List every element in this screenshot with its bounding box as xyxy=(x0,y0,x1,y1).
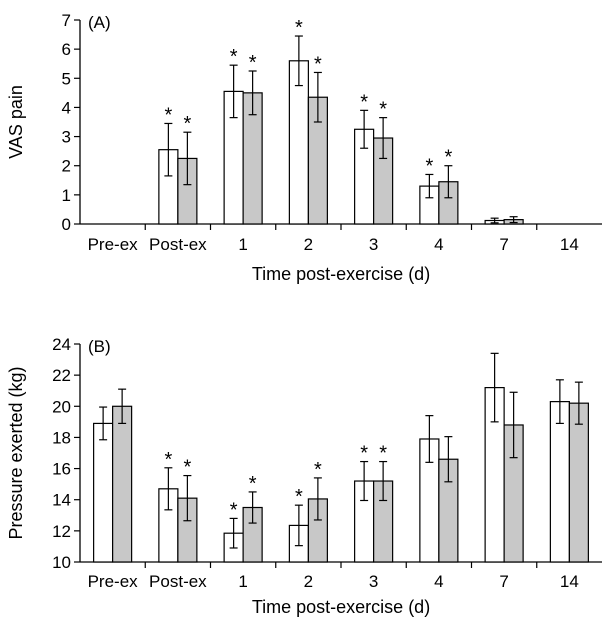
y-tick-label: 24 xyxy=(52,335,71,354)
significance-marker: * xyxy=(314,459,322,481)
x-tick-label: 1 xyxy=(238,235,247,254)
y-tick-label: 0 xyxy=(62,215,71,234)
bar-series-1 xyxy=(93,422,114,563)
x-tick-label: Post-ex xyxy=(149,235,207,254)
y-axis-title: Pressure exerted (kg) xyxy=(6,366,26,539)
y-tick-label: 16 xyxy=(52,460,71,479)
significance-marker: * xyxy=(230,499,238,521)
y-tick-label: 1 xyxy=(62,186,71,205)
y-tick-label: 22 xyxy=(52,366,71,385)
bar-series-2 xyxy=(568,402,589,563)
x-tick-label: Pre-ex xyxy=(88,235,139,254)
significance-marker: * xyxy=(164,104,172,126)
significance-marker: * xyxy=(249,52,257,74)
chart-panel-a: 0 1 2 3 4 5 6 7 Pre-ex Post-ex 1 2 3 4 7 14 * * * * * * * * * * Ti… xyxy=(6,11,602,284)
x-tick-label: 4 xyxy=(434,235,443,254)
y-tick-label: 10 xyxy=(52,553,71,572)
significance-marker: * xyxy=(379,99,387,121)
x-tick-label: 1 xyxy=(238,572,247,591)
y-tick-label: 6 xyxy=(62,40,71,59)
y-tick-label: 5 xyxy=(62,69,71,88)
x-tick-label: 2 xyxy=(304,572,313,591)
significance-marker: * xyxy=(314,53,322,75)
y-tick-label: 4 xyxy=(62,98,71,117)
x-tick-label: 14 xyxy=(560,235,579,254)
significance-marker: * xyxy=(295,486,303,508)
significance-marker: * xyxy=(230,46,238,68)
significance-marker: * xyxy=(183,113,191,135)
significance-marker: * xyxy=(360,443,368,465)
significance-marker: * xyxy=(444,147,452,169)
significance-marker: * xyxy=(360,91,368,113)
bar-series-1 xyxy=(549,401,570,563)
x-axis-title: Time post-exercise (d) xyxy=(252,597,430,617)
y-tick-label: 3 xyxy=(62,128,71,147)
significance-marker: * xyxy=(249,473,257,495)
x-tick-label: 3 xyxy=(369,572,378,591)
significance-marker: * xyxy=(164,449,172,471)
y-tick-label: 2 xyxy=(62,157,71,176)
x-tick-label: 14 xyxy=(560,572,579,591)
y-tick-label: 14 xyxy=(52,491,71,510)
x-tick-label: 3 xyxy=(369,235,378,254)
significance-marker: * xyxy=(425,155,433,177)
significance-marker: * xyxy=(379,443,387,465)
x-tick-label: 7 xyxy=(499,572,508,591)
x-tick-label: 4 xyxy=(434,572,443,591)
x-tick-label: Post-ex xyxy=(149,572,207,591)
bar-series-2 xyxy=(112,405,133,563)
x-axis-title: Time post-exercise (d) xyxy=(252,264,430,284)
x-tick-label: 2 xyxy=(304,235,313,254)
significance-marker: * xyxy=(183,457,191,479)
y-tick-label: 18 xyxy=(52,428,71,447)
panel-label: (A) xyxy=(88,13,111,32)
x-tick-label: 7 xyxy=(499,235,508,254)
significance-marker: * xyxy=(295,17,303,39)
y-tick-label: 12 xyxy=(52,522,71,541)
y-tick-label: 7 xyxy=(62,11,71,30)
y-axis-title: VAS pain xyxy=(6,85,26,159)
x-tick-label: Pre-ex xyxy=(88,572,139,591)
y-tick-label: 20 xyxy=(52,397,71,416)
panel-label: (B) xyxy=(88,337,111,356)
